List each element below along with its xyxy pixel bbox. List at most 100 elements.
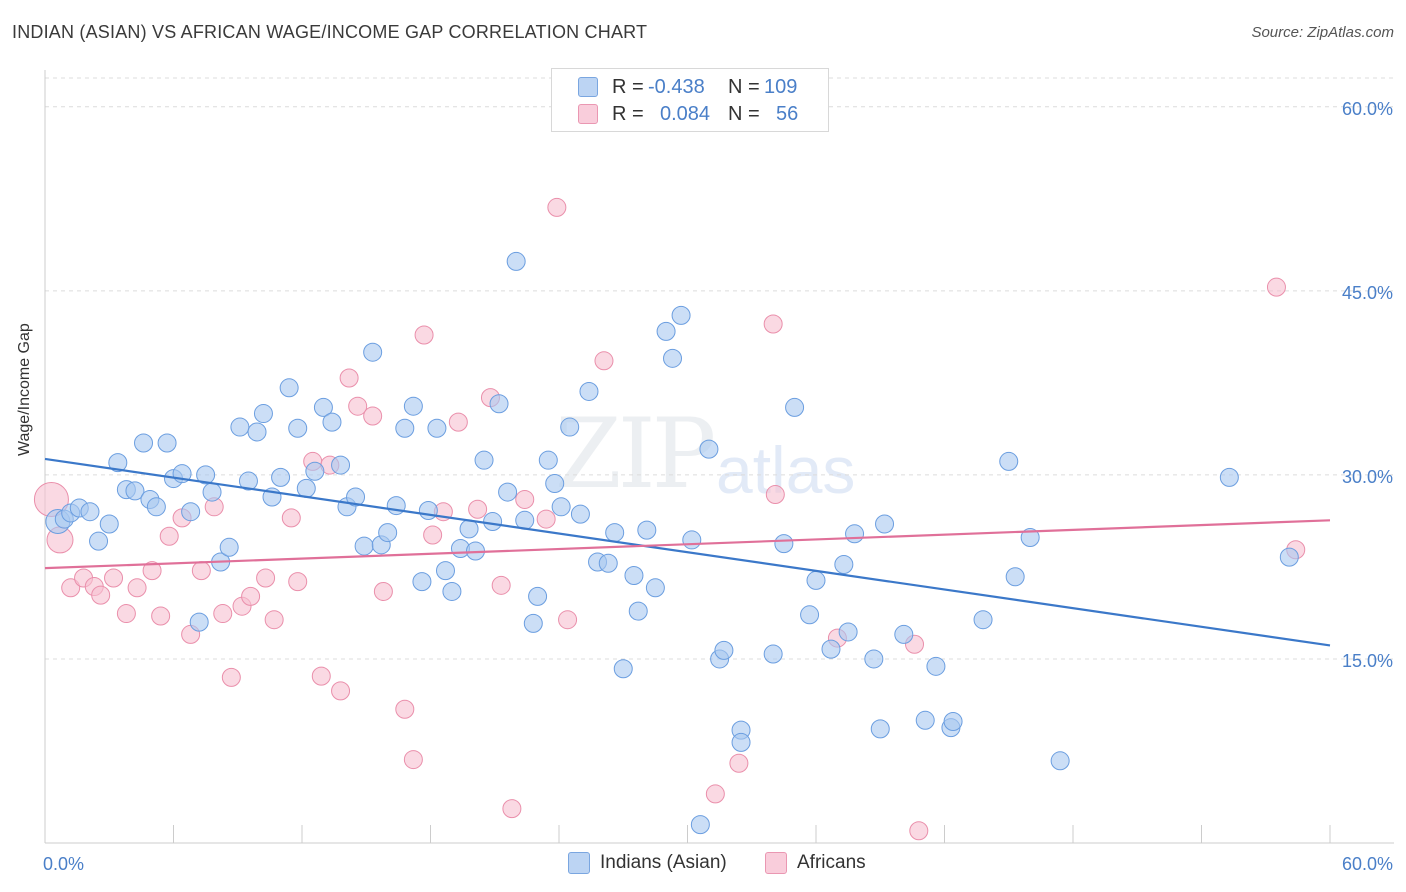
- data-point: [506, 251, 526, 271]
- data-point: [363, 342, 383, 362]
- data-point: [196, 465, 216, 485]
- watermark-zip: ZIP: [555, 398, 716, 510]
- data-point: [870, 719, 890, 739]
- legend-label-indians: Indians (Asian): [600, 852, 727, 873]
- data-point: [247, 422, 267, 442]
- data-point: [221, 667, 241, 687]
- data-point: [403, 396, 423, 416]
- data-point: [491, 575, 511, 595]
- data-point: [331, 455, 351, 475]
- trend-line-africans: [44, 519, 1331, 570]
- data-point: [845, 524, 865, 544]
- legend-swatch-pink: [765, 852, 787, 874]
- legend-n-value: 56: [776, 102, 799, 125]
- data-point: [373, 581, 393, 601]
- data-point: [864, 649, 884, 669]
- data-point: [61, 578, 81, 598]
- data-point: [774, 534, 794, 554]
- legend-n-label: N =: [728, 102, 760, 125]
- data-point: [489, 394, 509, 414]
- data-point: [624, 566, 644, 586]
- trend-line-indians: [44, 457, 1331, 647]
- data-point: [483, 512, 503, 532]
- legend-swatch-blue: [578, 77, 598, 97]
- data-point: [821, 639, 841, 659]
- data-point: [1279, 547, 1299, 567]
- axes: [44, 70, 1394, 844]
- data-point: [354, 536, 374, 556]
- data-point: [418, 500, 438, 520]
- data-point: [502, 799, 522, 819]
- data-point: [765, 485, 785, 505]
- data-point: [363, 406, 383, 426]
- legend-r-label: R =: [612, 75, 644, 98]
- data-point: [104, 568, 124, 588]
- data-point: [714, 640, 734, 660]
- trend-lines: [44, 457, 1331, 647]
- data-point: [311, 666, 331, 686]
- data-point: [202, 482, 222, 502]
- data-point: [915, 710, 935, 730]
- data-point: [838, 622, 858, 642]
- data-point: [785, 397, 805, 417]
- data-point: [279, 378, 299, 398]
- series-africans: [33, 197, 1306, 841]
- data-point: [547, 197, 567, 217]
- data-point: [99, 514, 119, 534]
- data-point: [414, 325, 434, 345]
- data-point: [395, 418, 415, 438]
- data-point: [558, 610, 578, 630]
- data-point: [213, 604, 233, 624]
- data-point: [157, 433, 177, 453]
- data-point: [637, 520, 657, 540]
- y-tick-label: 60.0%: [1342, 99, 1393, 119]
- data-point: [800, 605, 820, 625]
- data-point: [459, 519, 479, 539]
- data-point: [238, 471, 258, 491]
- legend-row-indians: R = -0.438 N = 109: [552, 74, 814, 100]
- data-point: [605, 523, 625, 543]
- data-point: [515, 489, 535, 509]
- legend-n-value: 109: [764, 75, 798, 98]
- legend-n-label: N =: [728, 75, 760, 98]
- data-point: [427, 418, 447, 438]
- data-point: [322, 412, 342, 432]
- data-point: [346, 487, 366, 507]
- correlation-legend: R = -0.438 N = 109 R = 0.084 N = 56: [551, 68, 829, 132]
- data-point: [579, 381, 599, 401]
- data-point: [468, 499, 488, 519]
- x-tick-label: 0.0%: [43, 854, 84, 874]
- data-point: [690, 815, 710, 835]
- legend-r-value: 0.084: [660, 102, 711, 125]
- grid-lines: [45, 77, 1394, 660]
- data-point: [999, 451, 1019, 471]
- legend-row-africans: R = 0.084 N = 56: [552, 101, 814, 127]
- legend-label-africans: Africans: [797, 852, 866, 873]
- data-point: [305, 461, 325, 481]
- data-point: [613, 659, 633, 679]
- data-point: [331, 681, 351, 701]
- legend-r-value: -0.438: [648, 75, 705, 98]
- data-point: [523, 613, 543, 633]
- legend-item-africans[interactable]: Africans: [765, 852, 866, 874]
- data-point: [570, 504, 590, 524]
- data-point: [348, 396, 368, 416]
- data-point: [89, 531, 109, 551]
- data-point: [763, 644, 783, 664]
- legend-item-indians[interactable]: Indians (Asian): [568, 852, 727, 874]
- tick-labels: 15.0% 30.0% 45.0% 60.0% 0.0% 60.0%: [43, 99, 1393, 874]
- series-legend: Indians (Asian) Africans: [0, 852, 1406, 878]
- data-point: [834, 554, 854, 574]
- data-point: [943, 712, 963, 732]
- data-point: [594, 351, 614, 371]
- data-point: [1005, 567, 1025, 587]
- data-point: [403, 750, 423, 770]
- data-point: [682, 530, 702, 550]
- data-point: [146, 497, 166, 517]
- series-indians-asian: [45, 251, 1299, 835]
- data-point: [763, 314, 783, 334]
- data-point: [142, 561, 162, 581]
- data-point: [551, 497, 571, 517]
- data-point: [339, 368, 359, 388]
